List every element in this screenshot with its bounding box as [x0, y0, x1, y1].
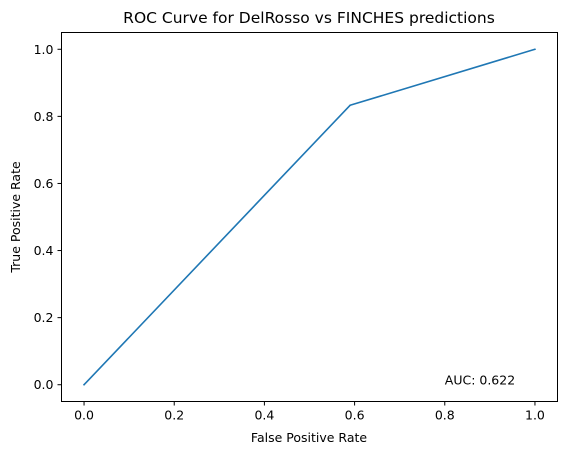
x-tick-label: 0.0: [74, 408, 94, 423]
chart-title: ROC Curve for DelRosso vs FINCHES predic…: [123, 9, 495, 27]
plot-area: [83, 48, 536, 386]
y-tick-label: 0.6: [34, 176, 54, 191]
y-tick-label: 0.4: [34, 243, 54, 258]
plot-frame: [61, 32, 558, 402]
x-tick-label: 0.2: [164, 408, 184, 423]
y-tick-label: 0.2: [34, 310, 54, 325]
y-tick-label: 1.0: [34, 42, 54, 57]
y-tick-label: 0.0: [34, 377, 54, 392]
y-axis-label: True Positive Rate: [8, 161, 23, 274]
y-tick-label: 0.8: [34, 109, 54, 124]
roc-curve-line: [83, 48, 536, 386]
x-tick-label: 0.8: [435, 408, 455, 423]
auc-annotation: AUC: 0.622: [445, 373, 515, 388]
roc-curve-point: [349, 104, 351, 107]
roc-curve-point: [83, 383, 85, 386]
roc-curve-point: [534, 48, 536, 51]
x-tick-label: 0.4: [254, 408, 274, 423]
x-tick-label: 0.6: [345, 408, 365, 423]
x-axis-label: False Positive Rate: [251, 430, 367, 445]
x-tick-label: 1.0: [525, 408, 545, 423]
